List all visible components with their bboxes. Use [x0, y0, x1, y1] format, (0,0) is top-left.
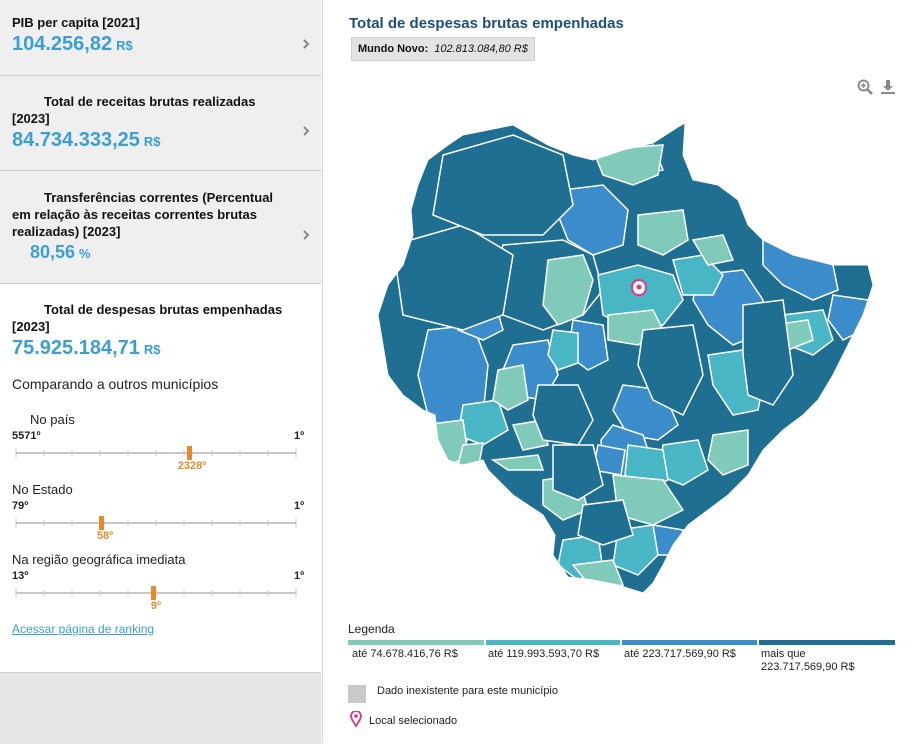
- legend-label-1: até 74.678.416,76 R$: [352, 648, 458, 660]
- card-title: Transferências correntes (Percentual: [44, 190, 274, 205]
- ranking-region-label: Na região geográfica imediata: [12, 552, 186, 567]
- ranking-country-position: 2328º: [177, 460, 207, 472]
- ranking-state-max: 1º: [294, 500, 305, 512]
- zoom-in-icon[interactable]: [857, 79, 873, 95]
- no-data-label: Dado inexistente para este município: [377, 685, 558, 697]
- selected-location-pin: [630, 279, 648, 297]
- card-pib-per-capita[interactable]: PIB per capita [2021] 104.256,82 R$: [0, 0, 321, 76]
- legend-title: Legenda: [348, 622, 395, 636]
- map-title: Total de despesas brutas empenhadas: [349, 15, 624, 32]
- ranking-country-scale: [15, 446, 297, 460]
- selected-indicator-panel: Total de despesas brutas empenhadas [202…: [0, 284, 321, 672]
- ranking-state-scale: [15, 516, 297, 530]
- ranking-state-position: 58º: [96, 530, 114, 542]
- card-value: 104.256,82 R$: [12, 33, 133, 55]
- ranking-region-max: 1º: [294, 570, 305, 582]
- card-receitas-brutas[interactable]: Total de receitas brutas realizadas [202…: [0, 76, 321, 171]
- ranking-region-scale: [15, 586, 297, 600]
- legend-label-4-value: 223.717.569,90 R$: [761, 661, 855, 673]
- legend-swatch-3: [622, 640, 757, 645]
- selected-value: 75.925.184,71 R$: [12, 337, 161, 359]
- legend-label-3: até 223.717.569,90 R$: [624, 648, 736, 660]
- card-value: 80,56%: [30, 242, 91, 262]
- chevron-right-icon: [303, 126, 310, 136]
- selected-location-label: Local selecionado: [369, 715, 458, 727]
- chevron-right-icon: [303, 39, 310, 49]
- municipality-badge: Mundo Novo: 102.813.084,80 R$: [351, 37, 535, 61]
- indicator-sidebar: PIB per capita [2021] 104.256,82 R$ Total…: [0, 0, 323, 744]
- comparison-title: Comparando a outros municípios: [12, 376, 219, 392]
- ranking-country-label: No país: [30, 412, 75, 427]
- ranking-state-marker: [99, 516, 104, 530]
- legend-label-4: mais que: [761, 648, 806, 660]
- card-transferencias-correntes[interactable]: Transferências correntes (Percentual em …: [0, 171, 321, 284]
- municipality-name: Mundo Novo:: [358, 43, 429, 55]
- choropleth-map[interactable]: [363, 115, 883, 600]
- ranking-state-label: No Estado: [12, 482, 73, 497]
- ranking-page-link[interactable]: Acessar página de ranking: [12, 622, 155, 636]
- ranking-country-max: 1º: [294, 430, 305, 442]
- ranking-country-min: 5571º: [12, 430, 41, 442]
- card-title: PIB per capita [2021]: [12, 15, 140, 30]
- ranking-region-position: 9º: [150, 600, 162, 612]
- ranking-region-min: 13º: [12, 570, 29, 582]
- ranking-country-marker: [187, 446, 192, 460]
- legend-label-2: até 119.993.593,70 R$: [488, 648, 600, 660]
- selected-title-year: [2023]: [12, 319, 50, 334]
- location-pin-icon: [350, 711, 362, 727]
- download-icon[interactable]: [880, 79, 896, 95]
- municipality-value: 102.813.084,80 R$: [434, 43, 528, 55]
- card-value: 84.734.333,25 R$: [12, 129, 161, 151]
- sidebar-footer: [0, 672, 321, 744]
- legend-swatch-4: [759, 640, 895, 645]
- chevron-right-icon: [303, 230, 310, 240]
- card-title-line3: realizadas) [2023]: [12, 224, 121, 239]
- ranking-state-min: 79º: [12, 500, 29, 512]
- no-data-swatch: [348, 685, 366, 703]
- card-title-year: [2023]: [12, 111, 50, 126]
- legend-swatch-1: [348, 640, 484, 645]
- card-title-line2: em relação às receitas correntes brutas: [12, 207, 257, 222]
- map-panel: Total de despesas brutas empenhadas Mund…: [323, 0, 922, 743]
- card-title: Total de receitas brutas realizadas: [44, 94, 256, 109]
- selected-title: Total de despesas brutas empenhadas: [44, 302, 283, 317]
- ranking-region-marker: [151, 586, 156, 600]
- legend-swatch-2: [486, 640, 620, 645]
